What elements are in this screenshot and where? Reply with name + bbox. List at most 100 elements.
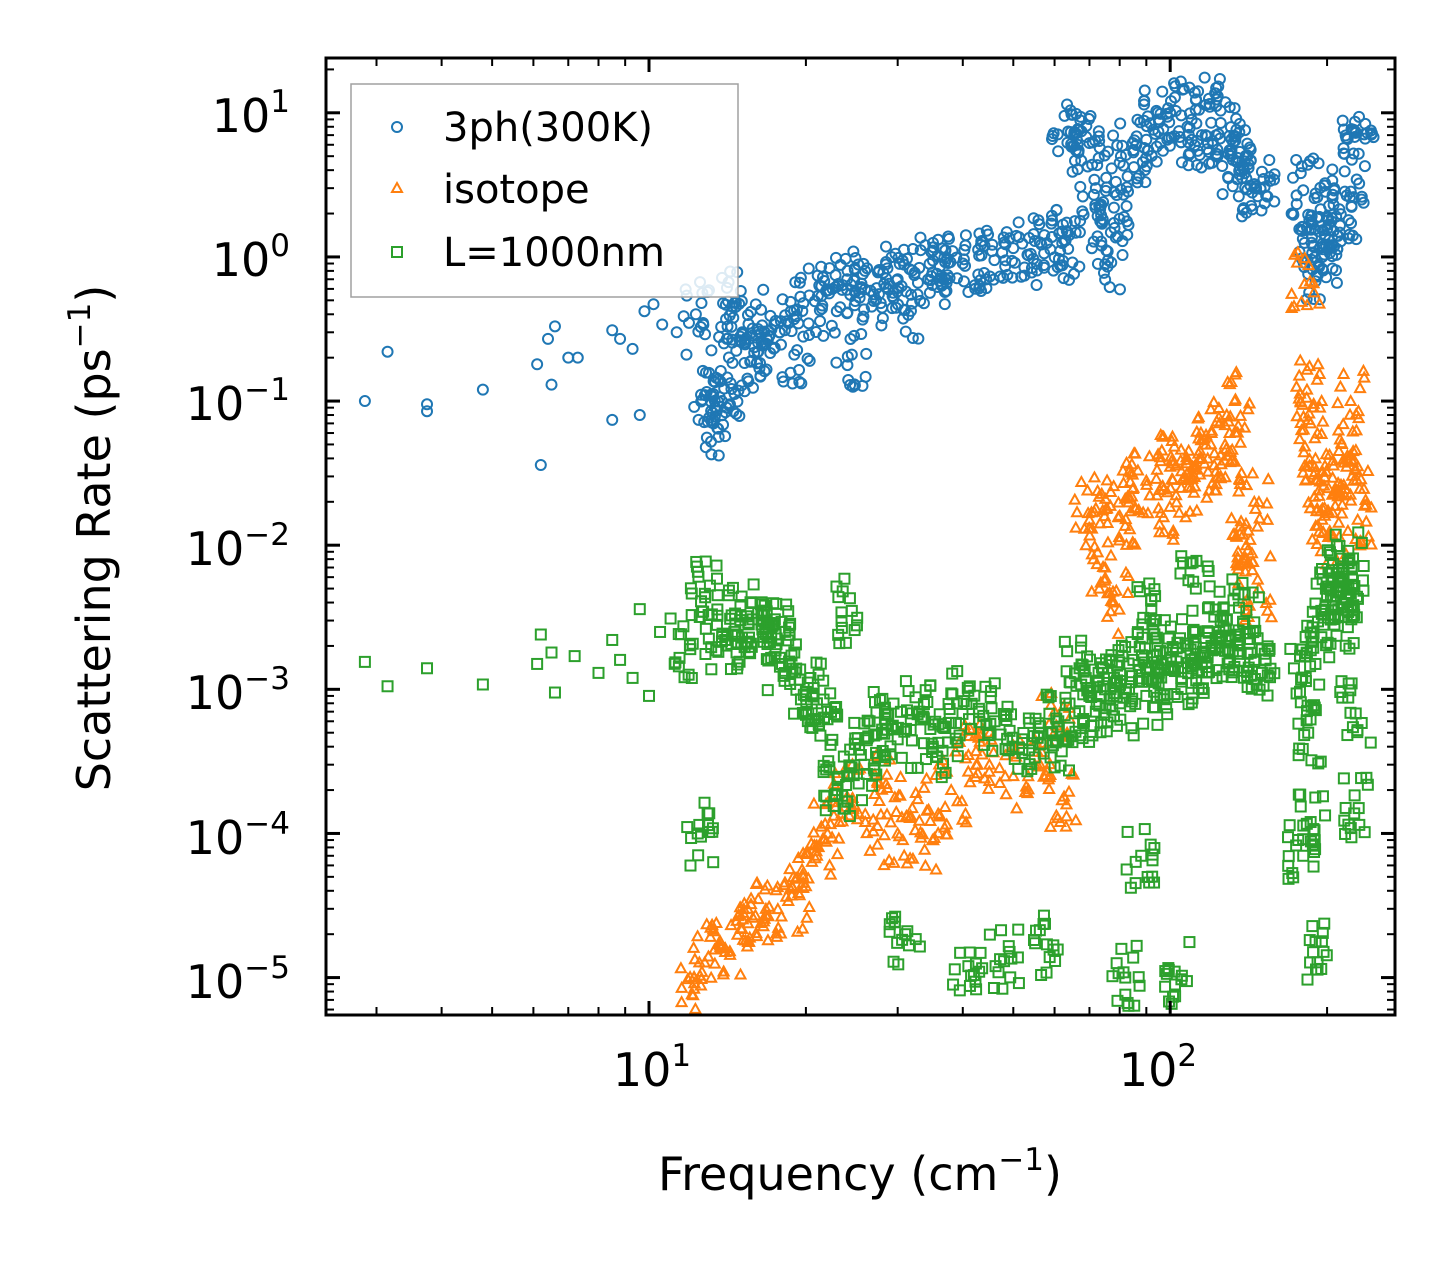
data-point-cloud	[790, 310, 803, 323]
data-point-cloud	[800, 910, 814, 923]
data-point-cloud	[690, 929, 705, 942]
data-point-cloud	[999, 787, 1013, 800]
data-point	[531, 657, 544, 670]
data-point-cloud	[874, 297, 887, 310]
data-point-cloud	[1098, 149, 1111, 162]
data-point-cloud	[1083, 735, 1096, 748]
data-point-cloud	[972, 268, 985, 281]
data-point-cloud	[1284, 300, 1299, 313]
data-point-cloud	[817, 766, 830, 779]
data-point-cloud	[1074, 180, 1087, 193]
data-point-cloud	[1156, 478, 1170, 492]
data-point-cloud	[1044, 690, 1057, 703]
data-point-cloud	[1119, 988, 1132, 1001]
data-point-cloud	[1298, 251, 1312, 264]
data-point-cloud	[905, 761, 918, 774]
data-point	[944, 783, 958, 796]
data-point-cloud	[1065, 108, 1078, 121]
data-point-cloud	[803, 354, 816, 367]
data-point	[656, 318, 669, 331]
data-point-cloud	[1167, 439, 1182, 452]
data-point-cloud	[1290, 198, 1303, 211]
data-point-cloud	[1320, 949, 1333, 962]
data-point-cloud	[1075, 154, 1088, 167]
data-point-cloud	[1237, 162, 1250, 175]
data-point-cloud	[780, 598, 793, 611]
data-point	[1189, 582, 1202, 595]
data-point-cloud	[757, 911, 772, 924]
data-point-cloud	[1127, 146, 1140, 159]
data-point-cloud	[1336, 114, 1349, 127]
data-point-cloud	[1012, 923, 1025, 936]
data-point-cloud	[1087, 188, 1100, 201]
data-point-cloud	[906, 297, 919, 310]
data-point-cloud	[1127, 951, 1140, 964]
data-point-cloud	[1202, 146, 1215, 159]
data-point-cloud	[1312, 258, 1325, 271]
data-point-cloud	[1348, 789, 1361, 802]
y-tick-label-10-1: 101	[212, 84, 290, 143]
data-point-cloud	[775, 615, 788, 628]
data-point-cloud	[1294, 294, 1309, 307]
data-point-cloud	[1316, 926, 1329, 939]
data-point-cloud	[917, 780, 931, 793]
data-point-cloud	[1033, 924, 1046, 937]
data-point-cloud	[716, 409, 729, 422]
data-point-cloud	[688, 400, 701, 413]
data-point-cloud	[1349, 407, 1363, 420]
data-point-cloud	[1228, 129, 1241, 142]
data-point-cloud	[746, 910, 760, 923]
data-point-cloud	[1037, 918, 1050, 931]
data-point-cloud	[841, 795, 854, 808]
data-point-cloud	[706, 825, 719, 838]
data-point-cloud	[843, 810, 856, 823]
data-point-cloud	[974, 946, 987, 959]
data-point	[606, 633, 619, 646]
data-point-cloud	[1097, 266, 1110, 279]
data-point-cloud	[828, 326, 841, 339]
data-point-cloud	[1293, 386, 1307, 399]
data-point	[647, 298, 660, 311]
data-point	[1342, 214, 1355, 227]
data-point-cloud	[793, 276, 806, 289]
data-point-cloud	[1157, 689, 1170, 702]
data-point-cloud	[877, 828, 892, 841]
data-point-cloud	[1317, 945, 1330, 958]
data-point-cloud	[959, 229, 972, 242]
data-point-cloud	[863, 843, 877, 856]
data-point-cloud	[720, 639, 733, 652]
data-point-cloud	[740, 901, 755, 914]
data-point-cloud	[1290, 409, 1304, 422]
data-point-cloud	[1181, 443, 1196, 456]
data-point-cloud	[815, 302, 828, 315]
data-point-cloud	[963, 775, 977, 788]
data-point-cloud	[697, 316, 710, 329]
data-point-cloud	[1100, 171, 1113, 184]
data-point-cloud	[675, 980, 689, 993]
data-point-cloud	[962, 286, 975, 299]
data-point	[548, 320, 561, 333]
data-point-cloud	[724, 377, 737, 390]
data-point-cloud	[1318, 603, 1331, 616]
data-point-cloud	[1074, 641, 1087, 654]
data-point-cloud	[830, 356, 843, 369]
data-point-cloud	[1345, 153, 1358, 166]
data-point-cloud	[1124, 881, 1137, 894]
data-point-cloud	[1168, 688, 1181, 701]
data-point-cloud	[724, 663, 737, 676]
data-point-cloud	[1005, 952, 1018, 965]
data-point-cloud	[817, 693, 830, 706]
y-tick-labels: 101 100 10−1 10−2 10−3 10−4 10−5	[186, 84, 290, 1009]
data-point-cloud	[1330, 629, 1343, 642]
data-point-cloud	[1037, 747, 1050, 760]
data-point-cloud	[1352, 526, 1365, 539]
y-tick-label-10-m5: 10−5	[186, 950, 290, 1009]
data-point-cloud	[1161, 708, 1174, 721]
data-point-cloud	[1106, 703, 1119, 716]
data-point-cloud	[1313, 210, 1326, 223]
data-point-cloud	[861, 714, 874, 727]
data-point-cloud	[677, 310, 690, 323]
data-point-cloud	[1209, 477, 1224, 490]
data-point-cloud	[703, 929, 718, 942]
